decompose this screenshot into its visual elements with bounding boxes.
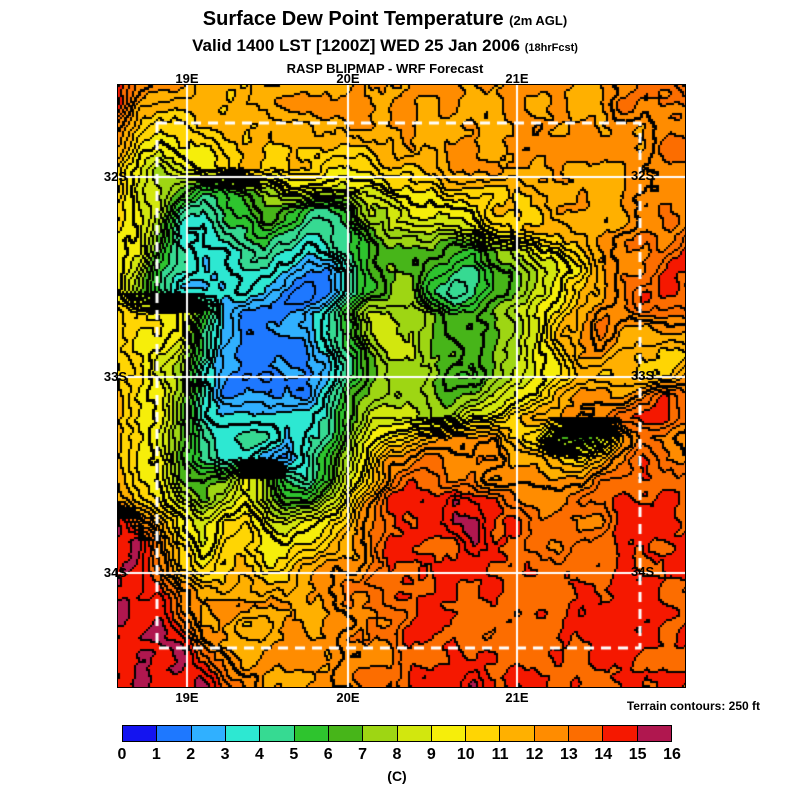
- colorbar-cell-7: [362, 725, 398, 742]
- colorbar-cell-10: [465, 725, 501, 742]
- colorbar-tick-15: 15: [628, 746, 647, 763]
- dewpoint-heatmap-canvas: [117, 84, 686, 688]
- colorbar-tick-0: 0: [117, 746, 127, 763]
- y-axis-label-left-34S: 34S: [103, 565, 127, 580]
- page-title: Surface Dew Point Temperature (2m AGL): [25, 6, 745, 34]
- colorbar-cell-6: [327, 725, 364, 742]
- valid-time: Valid 1400 LST [1200Z] WED 25 Jan 2006: [192, 36, 520, 55]
- forecast-map: [117, 84, 686, 688]
- colorbar-cell-8: [396, 725, 432, 742]
- colorbar-cell-0: [122, 725, 158, 742]
- title-agl-note: (2m AGL): [509, 13, 568, 28]
- colorbar-cell-14: [602, 725, 638, 742]
- colorbar-tick-12: 12: [525, 746, 544, 763]
- colorbar-tick-14: 14: [594, 746, 613, 763]
- colorbar-tick-9: 9: [426, 746, 436, 763]
- x-axis-label-bottom-19E: 19E: [175, 690, 199, 705]
- colorbar-cell-9: [430, 725, 467, 742]
- colorbar-tick-13: 13: [559, 746, 578, 763]
- colorbar-tick-4: 4: [255, 746, 264, 763]
- y-axis-label-right-33S: 33S: [631, 368, 655, 383]
- colorbar-cell-5: [293, 725, 329, 742]
- x-axis-label-top-19E: 19E: [175, 71, 199, 86]
- colorbar-cell-13: [568, 725, 604, 742]
- y-axis-label-right-32S: 32S: [631, 168, 655, 183]
- colorbar-cell-12: [533, 725, 570, 742]
- x-axis-label-top-20E: 20E: [336, 71, 360, 86]
- x-axis-label-bottom-21E: 21E: [505, 690, 529, 705]
- model-line: RASP BLIPMAP - WRF Forecast: [286, 61, 484, 76]
- x-axis-label-bottom-20E: 20E: [336, 690, 360, 705]
- terrain-contours-note: Terrain contours: 250 ft: [626, 699, 760, 713]
- forecast-hour-note: (18hrFcst): [524, 42, 578, 54]
- valid-time-line: Valid 1400 LST [1200Z] WED 25 Jan 2006 (…: [25, 34, 745, 60]
- colorbar-tick-7: 7: [358, 746, 368, 763]
- colorbar-tick-10: 10: [456, 746, 475, 763]
- colorbar-cell-15: [636, 725, 672, 742]
- colorbar-tick-11: 11: [491, 746, 509, 763]
- colorbar-cell-2: [190, 725, 226, 742]
- colorbar: [122, 725, 672, 742]
- colorbar-cell-3: [224, 725, 261, 742]
- colorbar-tick-3: 3: [220, 746, 230, 763]
- colorbar-unit-label: (C): [387, 768, 407, 784]
- colorbar-tick-1: 1: [151, 746, 161, 763]
- colorbar-cell-4: [259, 725, 295, 742]
- colorbar-tick-16: 16: [663, 746, 681, 763]
- colorbar-cell-11: [499, 725, 535, 742]
- x-axis-label-top-21E: 21E: [505, 71, 529, 86]
- colorbar-tick-2: 2: [186, 746, 196, 763]
- colorbar-cell-1: [156, 725, 192, 742]
- y-axis-label-left-33S: 33S: [103, 369, 127, 384]
- colorbar-tick-8: 8: [392, 746, 402, 763]
- colorbar-tick-5: 5: [289, 746, 299, 763]
- colorbar-tick-6: 6: [323, 746, 333, 763]
- y-axis-label-right-34S: 34S: [631, 564, 655, 579]
- title-main: Surface Dew Point Temperature: [202, 8, 504, 30]
- y-axis-label-left-32S: 32S: [103, 169, 127, 184]
- title-block: Surface Dew Point Temperature (2m AGL) V…: [25, 6, 745, 78]
